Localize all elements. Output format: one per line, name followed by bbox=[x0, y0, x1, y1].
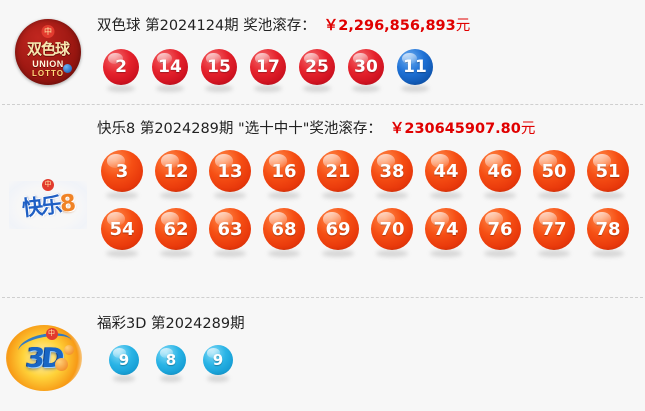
lottery-ball: 70 bbox=[371, 208, 413, 250]
fucai3d-title: 福彩3D 第2024289期 bbox=[97, 316, 245, 332]
ball-value: 50 bbox=[541, 160, 567, 182]
ball-value: 8 bbox=[165, 351, 177, 369]
ball-value: 38 bbox=[379, 160, 405, 182]
lottery-ball: 14 bbox=[152, 49, 188, 85]
shuangseqiu-ball-row: 2 14 15 17 25 30 11 bbox=[103, 49, 433, 85]
kuaile8-ball-row-1: 3 12 13 16 21 38 44 46 50 51 bbox=[101, 150, 629, 192]
kuaile8-header: 快乐8 第2024289期 "选十中十"奖池滚存： ￥230645907.80元 bbox=[97, 117, 535, 138]
lottery-ball: 12 bbox=[155, 150, 197, 192]
lottery-ball: 30 bbox=[348, 49, 384, 85]
union-lotto-logo[interactable]: 中 双色球 UNION LOTTO bbox=[8, 12, 88, 92]
lottery-ball: 13 bbox=[209, 150, 251, 192]
ball-value: 62 bbox=[163, 218, 189, 240]
shuangseqiu-jackpot-amount: ￥2,296,856,893 bbox=[323, 18, 456, 34]
ball-value: 77 bbox=[541, 218, 567, 240]
ball-value: 46 bbox=[487, 160, 513, 182]
lottery-ball: 63 bbox=[209, 208, 251, 250]
lottery-ball: 9 bbox=[203, 345, 233, 375]
fucai-3d-logo[interactable]: 中 3D bbox=[4, 318, 84, 398]
logo-zh: 快乐 bbox=[20, 192, 62, 221]
kuaile8-jackpot-amount: ￥230645907.80 bbox=[389, 121, 521, 137]
lottery-ball: 15 bbox=[201, 49, 237, 85]
ball-value: 3 bbox=[115, 160, 129, 182]
lottery-ball: 3 bbox=[101, 150, 143, 192]
kuaile8-logo[interactable]: 中 快乐8 bbox=[8, 165, 88, 245]
kuaile8-jackpot-unit: 元 bbox=[520, 121, 536, 137]
lottery-ball: 62 bbox=[155, 208, 197, 250]
ball-value: 15 bbox=[207, 57, 231, 77]
lottery-ball: 8 bbox=[156, 345, 186, 375]
shuangseqiu-title: 双色球 第2024124期 奖池滚存： bbox=[97, 18, 316, 34]
lottery-ball: 25 bbox=[299, 49, 335, 85]
ball-value: 12 bbox=[163, 160, 189, 182]
lottery-ball: 17 bbox=[250, 49, 286, 85]
section-shuangseqiu: 中 双色球 UNION LOTTO 双色球 第2024124期 奖池滚存： ￥2,… bbox=[0, 0, 645, 104]
ball-value: 21 bbox=[325, 160, 351, 182]
shuangseqiu-header: 双色球 第2024124期 奖池滚存： ￥2,296,856,893元 bbox=[97, 14, 470, 35]
lottery-ball: 50 bbox=[533, 150, 575, 192]
lottery-ball: 38 bbox=[371, 150, 413, 192]
lottery-ball: 16 bbox=[263, 150, 305, 192]
ball-value: 30 bbox=[354, 57, 378, 77]
section-divider bbox=[2, 297, 643, 298]
lottery-ball: 21 bbox=[317, 150, 359, 192]
china-welfare-lottery-icon: 中 bbox=[45, 328, 58, 340]
lottery-ball: 68 bbox=[263, 208, 305, 250]
section-divider bbox=[2, 104, 643, 105]
lottery-ball: 9 bbox=[109, 345, 139, 375]
lottery-ball: 54 bbox=[101, 208, 143, 250]
ball-value: 9 bbox=[212, 351, 224, 369]
ball-value: 9 bbox=[118, 351, 130, 369]
ball-value: 51 bbox=[595, 160, 621, 182]
lottery-ball: 44 bbox=[425, 150, 467, 192]
shuangseqiu-jackpot-unit: 元 bbox=[455, 18, 471, 34]
section-kuaile8: 中 快乐8 快乐8 第2024289期 "选十中十"奖池滚存： ￥23064590… bbox=[0, 105, 645, 297]
lottery-ball: 2 bbox=[103, 49, 139, 85]
ball-value: 69 bbox=[325, 218, 351, 240]
section-fucai3d: 中 3D 福彩3D 第2024289期 9 8 9 bbox=[0, 298, 645, 411]
logo-chinese-text: 双色球 bbox=[26, 40, 70, 58]
ball-value: 74 bbox=[433, 218, 459, 240]
lottery-ball: 46 bbox=[479, 150, 521, 192]
logo-chinese-text: 快乐8 bbox=[21, 187, 76, 222]
china-welfare-lottery-icon: 中 bbox=[42, 179, 54, 191]
kuaile8-ball-row-2: 54 62 63 68 69 70 74 76 77 78 bbox=[101, 208, 629, 250]
lottery-ball: 69 bbox=[317, 208, 359, 250]
ball-value: 70 bbox=[379, 218, 405, 240]
logo-en-line2: LOTTO bbox=[32, 69, 64, 78]
logo-bead-icon bbox=[64, 345, 74, 355]
ball-value: 54 bbox=[109, 218, 135, 240]
ball-value: 17 bbox=[256, 57, 280, 77]
ball-value: 44 bbox=[433, 160, 459, 182]
ball-value: 76 bbox=[487, 218, 513, 240]
logo-bead-icon bbox=[55, 358, 68, 371]
lottery-ball: 76 bbox=[479, 208, 521, 250]
ball-value: 14 bbox=[158, 57, 182, 77]
ball-value: 2 bbox=[115, 57, 127, 77]
lottery-ball: 78 bbox=[587, 208, 629, 250]
fucai3d-header: 福彩3D 第2024289期 bbox=[97, 312, 253, 333]
fucai3d-ball-row: 9 8 9 bbox=[109, 345, 233, 375]
lottery-ball: 51 bbox=[587, 150, 629, 192]
ball-value: 25 bbox=[305, 57, 329, 77]
china-welfare-lottery-icon: 中 bbox=[41, 25, 55, 38]
lottery-ball-special: 11 bbox=[397, 49, 433, 85]
logo-num: 8 bbox=[58, 190, 76, 218]
logo-en-line1: UNION bbox=[32, 59, 64, 69]
ball-value: 78 bbox=[595, 218, 621, 240]
lottery-ball: 74 bbox=[425, 208, 467, 250]
ball-value: 13 bbox=[217, 160, 243, 182]
ball-value: 16 bbox=[271, 160, 297, 182]
logo-blue-dot-icon bbox=[63, 64, 72, 73]
ball-value: 68 bbox=[271, 218, 297, 240]
kuaile8-title: 快乐8 第2024289期 "选十中十"奖池滚存： bbox=[97, 121, 382, 137]
lottery-ball: 77 bbox=[533, 208, 575, 250]
ball-value: 11 bbox=[403, 57, 427, 77]
ball-value: 63 bbox=[217, 218, 243, 240]
